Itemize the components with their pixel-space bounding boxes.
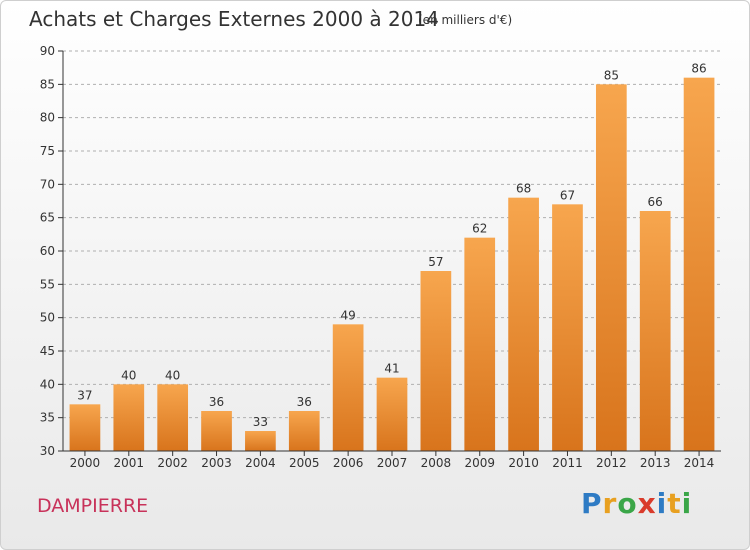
data-label: 85	[604, 68, 619, 82]
data-label: 36	[297, 395, 312, 409]
logo-letter: P	[581, 487, 603, 520]
bars: 37 40 40 36 33 36 49 41 57 62 68 67 85 66 86	[69, 62, 715, 452]
y-tick-label: 80	[40, 111, 55, 125]
y-tick-label: 70	[40, 177, 55, 191]
data-label: 37	[77, 388, 92, 402]
y-tick-label: 35	[40, 411, 55, 425]
axes: 30 35 40 45 50 55 60 65 70 75 80 85 90 2000 2001 2002 20…	[40, 44, 721, 470]
x-tick-label: 2005	[289, 456, 320, 470]
bar	[245, 431, 276, 451]
x-tick-label: 2002	[157, 456, 188, 470]
x-tick-label: 2009	[464, 456, 495, 470]
bar	[420, 271, 452, 451]
bar	[683, 77, 715, 452]
x-tick-label: 2003	[201, 456, 232, 470]
x-tick-label: 2010	[508, 456, 539, 470]
x-tick-label: 2014	[684, 456, 715, 470]
data-label: 40	[165, 368, 180, 382]
bar	[508, 197, 539, 451]
x-tick-label: 2001	[114, 456, 145, 470]
data-label: 62	[472, 222, 487, 236]
data-label: 36	[209, 395, 224, 409]
x-tick-label: 2012	[596, 456, 627, 470]
logo-letter: x	[637, 487, 657, 520]
x-tick-label: 2007	[377, 456, 408, 470]
y-tick-label: 30	[40, 444, 55, 458]
data-label: 66	[648, 195, 663, 209]
x-tick-label: 2008	[421, 456, 452, 470]
x-tick-label: 2000	[70, 456, 101, 470]
bar	[376, 377, 408, 451]
bar	[552, 204, 583, 451]
bar	[464, 237, 496, 451]
x-tick-label: 2006	[333, 456, 364, 470]
x-tick-label: 2011	[552, 456, 583, 470]
bar	[332, 324, 364, 451]
bar	[595, 84, 627, 451]
commune-name: DAMPIERRE	[37, 495, 149, 517]
bar	[201, 411, 232, 451]
x-tick-label: 2013	[640, 456, 671, 470]
logo-letter: i	[681, 487, 693, 520]
data-label: 68	[516, 182, 531, 196]
data-label: 41	[384, 362, 399, 376]
x-tick-label: 2004	[245, 456, 276, 470]
y-tick-label: 65	[40, 211, 55, 225]
data-label: 57	[428, 255, 443, 269]
y-tick-label: 45	[40, 344, 55, 358]
y-tick-label: 60	[40, 244, 55, 258]
logo-letter: o	[617, 487, 638, 520]
bar	[288, 411, 320, 451]
y-tick-label: 90	[40, 44, 55, 58]
logo-letter: i	[656, 487, 668, 520]
logo-letter: r	[602, 487, 618, 520]
y-tick-label: 40	[40, 377, 55, 391]
bar	[157, 384, 189, 451]
y-tick-label: 55	[40, 277, 55, 291]
bar	[639, 211, 671, 451]
bar	[113, 384, 145, 451]
y-tick-label: 85	[40, 77, 55, 91]
data-label: 86	[691, 62, 706, 76]
y-tick-label: 75	[40, 144, 55, 158]
data-label: 49	[340, 308, 355, 322]
data-label: 33	[253, 415, 268, 429]
bar	[69, 404, 101, 451]
data-label: 40	[121, 368, 136, 382]
data-label: 67	[560, 188, 575, 202]
chart-title: Achats et Charges Externes 2000 à 2014	[29, 7, 439, 31]
proxiti-logo: Proxiti	[581, 487, 692, 520]
logo-letter: t	[667, 487, 682, 520]
chart-subtitle: (en milliers d'€)	[418, 13, 513, 27]
y-tick-label: 50	[40, 311, 55, 325]
